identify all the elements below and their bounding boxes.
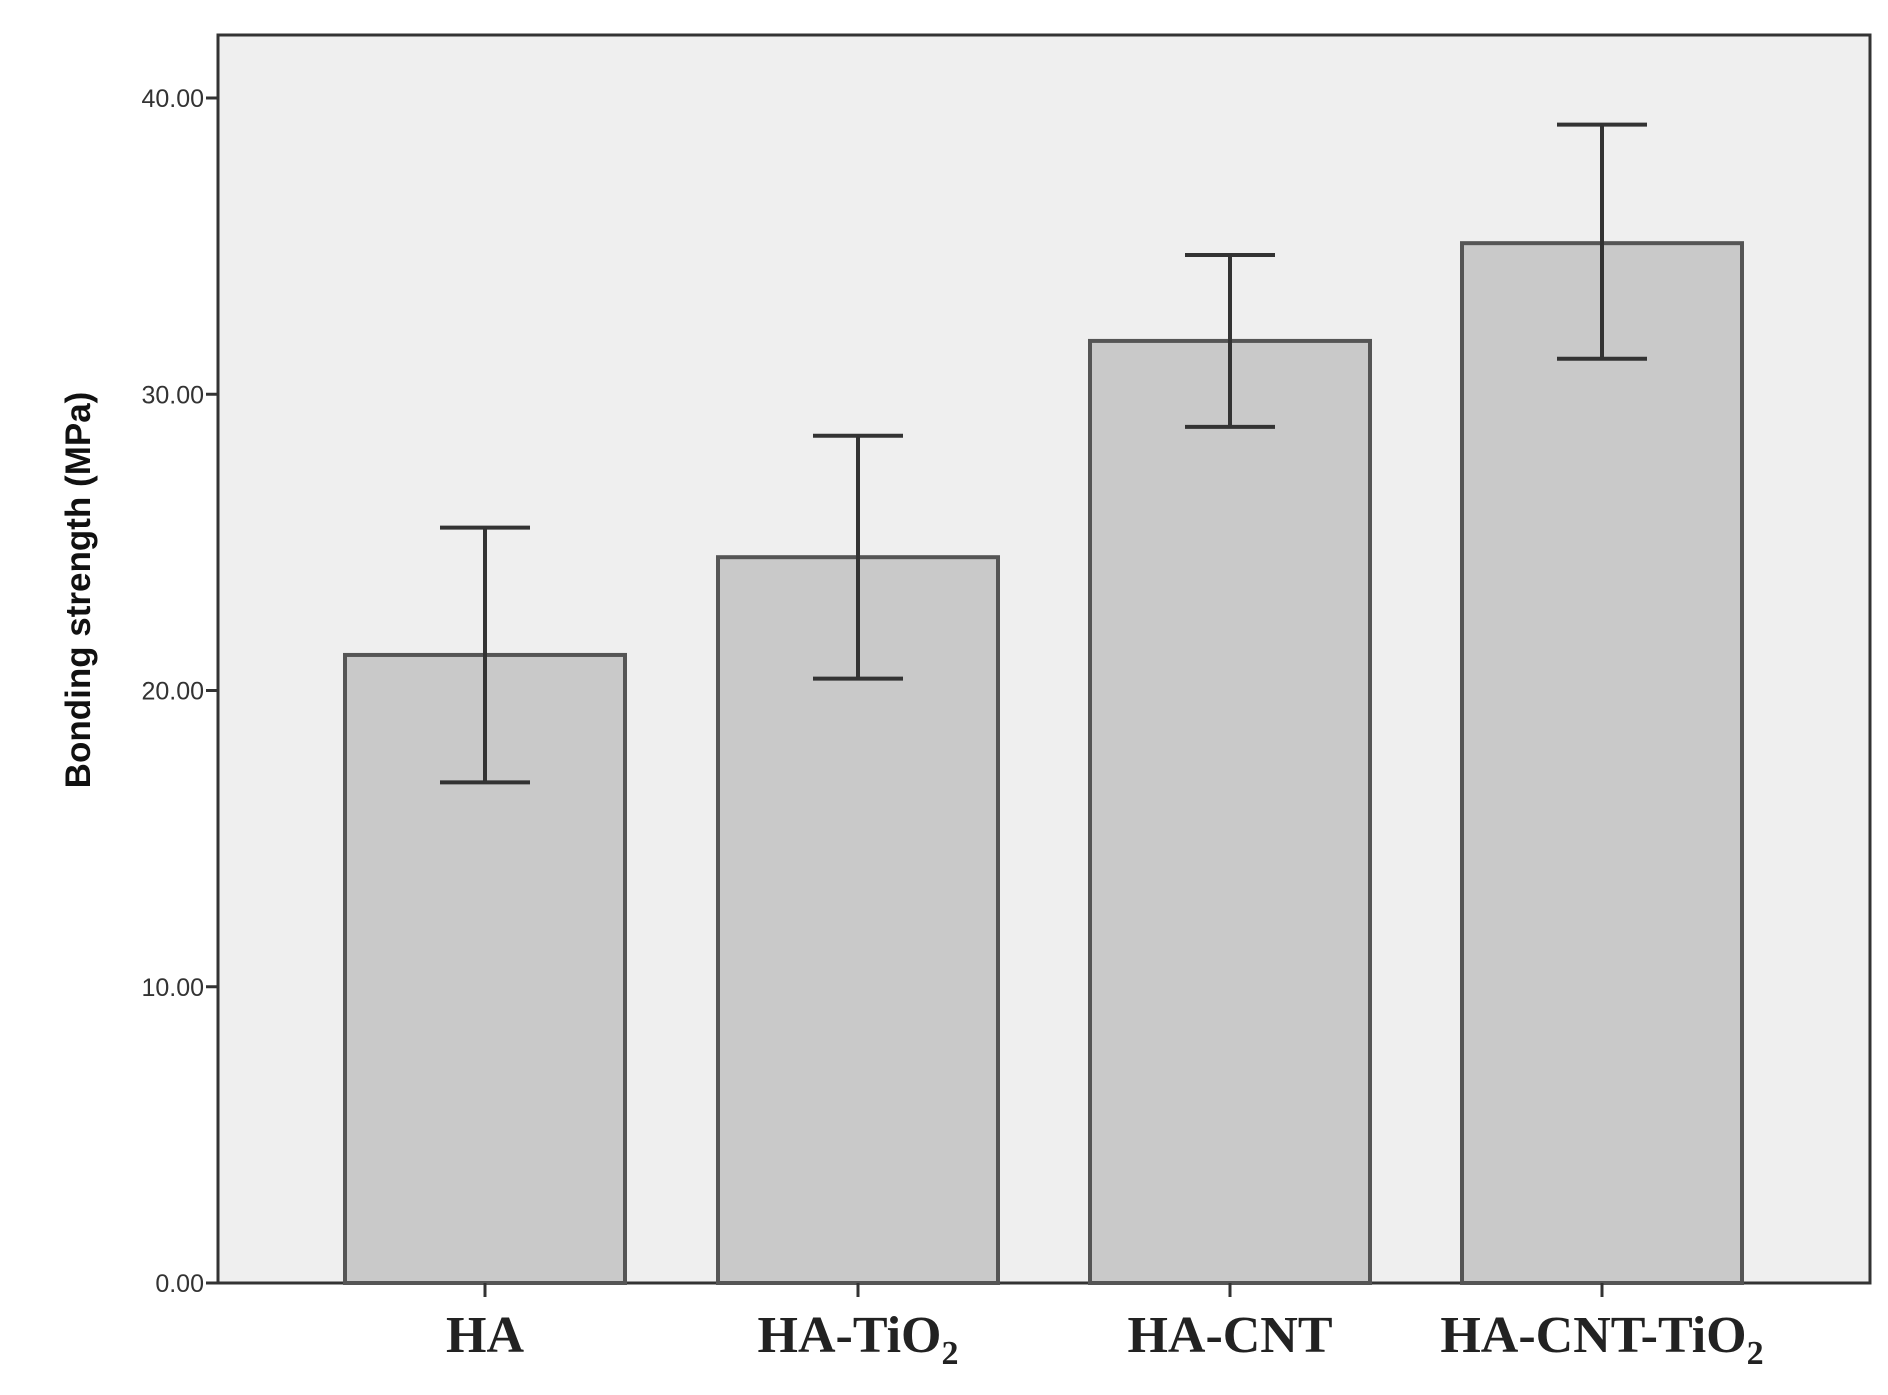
y-tick-label: 20.00 [141,678,204,706]
x-tick-label: HA-TiO2 [758,1307,959,1372]
y-tick-label: 10.00 [141,974,204,1002]
x-axis: HA HA-TiO2 HA-CNT HA-CNT-TiO2 [446,1283,1764,1372]
y-axis-title: Bonding strength (MPa) [59,392,98,789]
y-tick-label: 40.00 [141,85,204,113]
error-bar [1557,122,1647,361]
x-tick-label: HA-CNT-TiO2 [1440,1307,1763,1372]
x-tick-label: HA-CNT [1127,1307,1332,1364]
y-axis: 0.00 10.00 20.00 30.00 40.00 [141,85,218,1298]
bar [1460,241,1744,1286]
error-bars-layer [440,122,1647,785]
error-bar [1185,253,1275,429]
y-tick-label: 30.00 [141,381,204,409]
bar [1088,338,1372,1285]
error-bar [440,525,530,785]
y-tick-label: 0.00 [155,1270,204,1298]
error-bar [813,433,903,681]
x-tick-label: HA [446,1307,524,1364]
